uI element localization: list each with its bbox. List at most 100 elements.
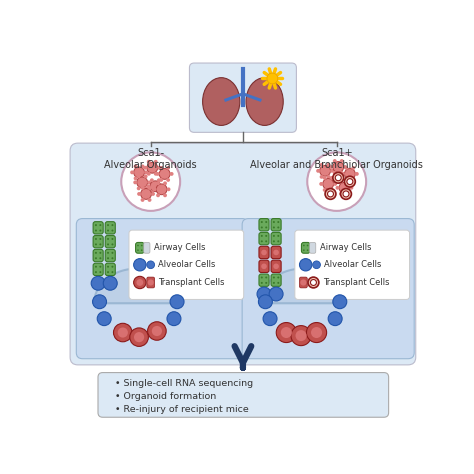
Circle shape — [273, 240, 275, 242]
Circle shape — [91, 276, 105, 290]
Circle shape — [137, 192, 141, 196]
Circle shape — [351, 166, 356, 170]
Circle shape — [311, 327, 322, 338]
Circle shape — [147, 186, 152, 190]
Circle shape — [261, 264, 267, 269]
Circle shape — [160, 184, 164, 188]
Circle shape — [263, 312, 277, 326]
Circle shape — [267, 73, 278, 84]
Circle shape — [107, 224, 109, 226]
Circle shape — [339, 192, 343, 196]
Circle shape — [336, 186, 339, 190]
Circle shape — [265, 276, 267, 278]
Circle shape — [167, 312, 181, 326]
FancyBboxPatch shape — [310, 242, 316, 253]
Circle shape — [261, 250, 267, 255]
Circle shape — [300, 279, 307, 285]
Ellipse shape — [202, 78, 240, 126]
Circle shape — [277, 227, 279, 228]
Circle shape — [107, 266, 109, 268]
Circle shape — [341, 172, 345, 176]
Circle shape — [156, 193, 160, 197]
Circle shape — [355, 172, 359, 176]
Circle shape — [310, 280, 317, 285]
Circle shape — [100, 243, 101, 246]
Circle shape — [258, 295, 273, 309]
Circle shape — [95, 224, 97, 226]
FancyBboxPatch shape — [93, 222, 103, 234]
FancyBboxPatch shape — [105, 236, 115, 248]
Circle shape — [319, 182, 323, 186]
Circle shape — [346, 192, 350, 196]
Circle shape — [276, 322, 296, 343]
Circle shape — [307, 322, 327, 343]
Text: • Re-injury of recipient mice: • Re-injury of recipient mice — [115, 405, 249, 414]
Circle shape — [141, 198, 145, 202]
Circle shape — [134, 167, 145, 178]
Circle shape — [159, 178, 163, 182]
Circle shape — [330, 188, 334, 192]
Circle shape — [166, 187, 171, 191]
Circle shape — [147, 198, 152, 202]
FancyBboxPatch shape — [259, 260, 269, 273]
FancyBboxPatch shape — [105, 249, 115, 262]
FancyBboxPatch shape — [105, 222, 115, 234]
Circle shape — [333, 295, 347, 309]
Circle shape — [95, 271, 97, 273]
Circle shape — [273, 250, 279, 255]
Circle shape — [107, 238, 109, 240]
Circle shape — [307, 152, 366, 211]
Circle shape — [328, 191, 334, 197]
Circle shape — [295, 330, 307, 341]
Circle shape — [277, 282, 279, 284]
Circle shape — [152, 326, 162, 336]
Circle shape — [340, 171, 344, 175]
Circle shape — [103, 276, 117, 290]
Circle shape — [170, 172, 173, 176]
Circle shape — [146, 184, 150, 188]
Circle shape — [141, 189, 152, 200]
Circle shape — [323, 179, 334, 189]
Circle shape — [147, 279, 154, 285]
Circle shape — [345, 166, 348, 170]
Circle shape — [147, 172, 151, 176]
Circle shape — [277, 235, 279, 237]
Circle shape — [159, 166, 163, 170]
Circle shape — [100, 238, 101, 240]
Circle shape — [157, 178, 161, 182]
Circle shape — [111, 257, 113, 259]
Text: • Single-cell RNA sequencing: • Single-cell RNA sequencing — [115, 379, 253, 388]
Circle shape — [95, 252, 97, 254]
Circle shape — [329, 165, 333, 169]
Text: Alveolar Cells: Alveolar Cells — [324, 260, 381, 269]
Text: Airway Cells: Airway Cells — [319, 243, 371, 252]
Circle shape — [333, 171, 337, 175]
Text: Transplant Cells: Transplant Cells — [158, 278, 224, 287]
Circle shape — [291, 326, 311, 346]
Circle shape — [265, 240, 267, 242]
Circle shape — [144, 171, 148, 174]
FancyBboxPatch shape — [147, 277, 155, 288]
Circle shape — [281, 327, 292, 338]
Circle shape — [156, 172, 160, 176]
Circle shape — [111, 224, 113, 226]
Circle shape — [343, 165, 347, 169]
Circle shape — [339, 182, 350, 193]
Circle shape — [95, 266, 97, 268]
Circle shape — [325, 189, 336, 200]
Circle shape — [265, 221, 267, 223]
Circle shape — [339, 180, 343, 184]
Circle shape — [95, 243, 97, 246]
Circle shape — [130, 171, 134, 174]
Circle shape — [134, 276, 146, 289]
Circle shape — [269, 287, 283, 301]
Circle shape — [319, 165, 330, 176]
Circle shape — [163, 193, 167, 197]
Circle shape — [153, 187, 156, 191]
Circle shape — [265, 227, 267, 228]
Circle shape — [319, 163, 324, 167]
FancyBboxPatch shape — [136, 242, 144, 253]
Circle shape — [327, 163, 330, 167]
Circle shape — [111, 243, 113, 246]
Circle shape — [166, 166, 170, 170]
